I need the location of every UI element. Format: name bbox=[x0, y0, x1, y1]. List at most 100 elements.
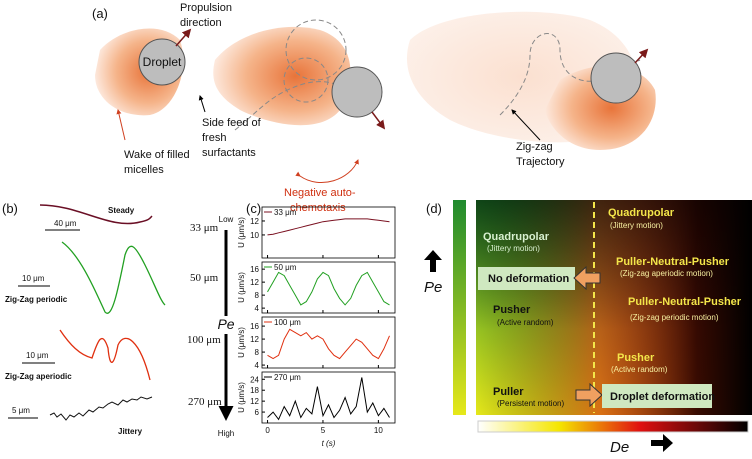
y-axis-label: U (μm/s) bbox=[237, 327, 246, 358]
scale-label: 10 μm bbox=[22, 274, 45, 283]
plot-frame bbox=[261, 371, 396, 424]
droplet-label: Droplet bbox=[143, 55, 182, 69]
y-tick-label: 12 bbox=[250, 217, 259, 226]
trajectory bbox=[61, 241, 166, 314]
x-axis-label: t (s) bbox=[322, 439, 336, 448]
arrow bbox=[573, 265, 601, 291]
y-tick-label: 16 bbox=[250, 265, 259, 274]
y-tick-label: 8 bbox=[255, 348, 260, 357]
trajectory bbox=[234, 81, 358, 131]
annotation: Trajectory bbox=[516, 156, 565, 168]
regime: Puller bbox=[493, 386, 524, 398]
annotation: direction bbox=[180, 17, 222, 29]
regime: Pusher bbox=[493, 304, 531, 316]
row-name: Zig-Zag periodic bbox=[5, 295, 68, 304]
trajectory bbox=[39, 204, 153, 225]
pe-bar bbox=[453, 200, 466, 415]
annotation: surfactants bbox=[202, 147, 256, 159]
y-axis-label: U (μm/s) bbox=[237, 272, 246, 303]
pointer bbox=[511, 109, 541, 141]
trajectory bbox=[59, 329, 151, 381]
pointer bbox=[198, 95, 206, 113]
regime: Quadrupolar bbox=[483, 231, 550, 243]
axis-title: Pe bbox=[424, 279, 442, 296]
size-label: 50 μm bbox=[190, 272, 219, 284]
y-axis-label: U (μm/s) bbox=[237, 382, 246, 413]
series-line bbox=[267, 218, 390, 236]
annotation: Negative auto- bbox=[284, 187, 356, 199]
panel-label: (d) bbox=[426, 201, 442, 216]
propulsion-arrow bbox=[175, 28, 192, 47]
plot-frame bbox=[261, 206, 396, 259]
y-tick-label: 16 bbox=[250, 322, 259, 331]
arrow bbox=[575, 382, 603, 408]
phase-map-overlay bbox=[476, 200, 752, 415]
scale-label: 10 μm bbox=[26, 351, 49, 360]
y-tick-label: 10 bbox=[250, 231, 259, 240]
y-tick-label: 24 bbox=[250, 375, 259, 384]
annotation: Zig-zag bbox=[516, 141, 553, 153]
size-label: 33 μm bbox=[190, 222, 219, 234]
regime-note: (Active random) bbox=[497, 318, 554, 327]
series-line bbox=[267, 377, 390, 421]
panel-c: 10 12 33 μm U (μm/s) 4 8 12 16 50 μm U (μm/s) 4 8 12… bbox=[237, 206, 396, 448]
annotation: micelles bbox=[124, 164, 164, 176]
size-label: 270 μm bbox=[188, 396, 222, 408]
annotation: chemotaxis bbox=[290, 202, 346, 214]
plot-label: 50 μm bbox=[274, 263, 297, 272]
y-tick-label: 8 bbox=[255, 291, 260, 300]
annotation: Wake of filled bbox=[124, 149, 190, 161]
axis-title: Pe bbox=[217, 316, 234, 332]
y-tick-label: 6 bbox=[255, 408, 260, 417]
regime: Quadrupolar bbox=[608, 207, 675, 219]
trajectory bbox=[285, 19, 347, 81]
regime: Puller-Neutral-Pusher bbox=[628, 296, 742, 308]
wake-blob bbox=[213, 26, 351, 126]
plot-frame bbox=[261, 316, 396, 369]
y-tick-label: 4 bbox=[255, 361, 260, 370]
de-bar bbox=[477, 420, 749, 433]
x-tick-label: 5 bbox=[321, 426, 326, 435]
axis-high: High bbox=[218, 429, 234, 438]
annotation: Propulsion bbox=[180, 2, 232, 14]
propulsion-arrow bbox=[634, 48, 649, 64]
y-tick-label: 12 bbox=[250, 397, 259, 406]
trajectory bbox=[283, 57, 329, 103]
regime: Pusher bbox=[617, 352, 655, 364]
droplet bbox=[331, 66, 383, 118]
panel-label: (c) bbox=[246, 201, 261, 216]
regime-note: (Active random) bbox=[611, 365, 668, 374]
droplet bbox=[590, 52, 642, 104]
y-tick-label: 12 bbox=[250, 278, 259, 287]
pe-arrow bbox=[424, 250, 442, 272]
y-tick-label: 18 bbox=[250, 386, 259, 395]
regime-note: (Zig-zag periodic motion) bbox=[630, 313, 719, 322]
regime-note: (Jittery motion) bbox=[610, 221, 663, 230]
regime-box: No deformation bbox=[488, 273, 570, 285]
x-tick-label: 0 bbox=[265, 426, 270, 435]
annotation: fresh bbox=[202, 132, 226, 144]
trajectory bbox=[49, 396, 153, 421]
row-name: Jittery bbox=[118, 427, 143, 436]
pointer bbox=[116, 109, 126, 141]
y-tick-label: 4 bbox=[255, 304, 260, 313]
y-axis-label: U (μm/s) bbox=[237, 217, 246, 248]
plot-frame bbox=[261, 261, 396, 314]
scale-label: 40 μm bbox=[54, 219, 77, 228]
chemotaxis-arrow bbox=[295, 159, 359, 184]
regime-note: (Zig-zag aperiodic motion) bbox=[620, 269, 713, 278]
plot-label: 270 μm bbox=[274, 373, 301, 382]
droplet bbox=[138, 38, 186, 86]
annotation: Side feed of bbox=[202, 117, 262, 129]
box bbox=[602, 384, 712, 408]
axis-title: De bbox=[610, 439, 629, 456]
regime: Puller-Neutral-Pusher bbox=[616, 256, 730, 268]
plot-label: 100 μm bbox=[274, 318, 301, 327]
series-line bbox=[267, 328, 390, 360]
y-tick-label: 12 bbox=[250, 335, 259, 344]
propulsion-arrow bbox=[371, 111, 386, 130]
box bbox=[478, 267, 575, 290]
x-tick-label: 10 bbox=[374, 426, 383, 435]
de-arrow bbox=[651, 434, 673, 452]
